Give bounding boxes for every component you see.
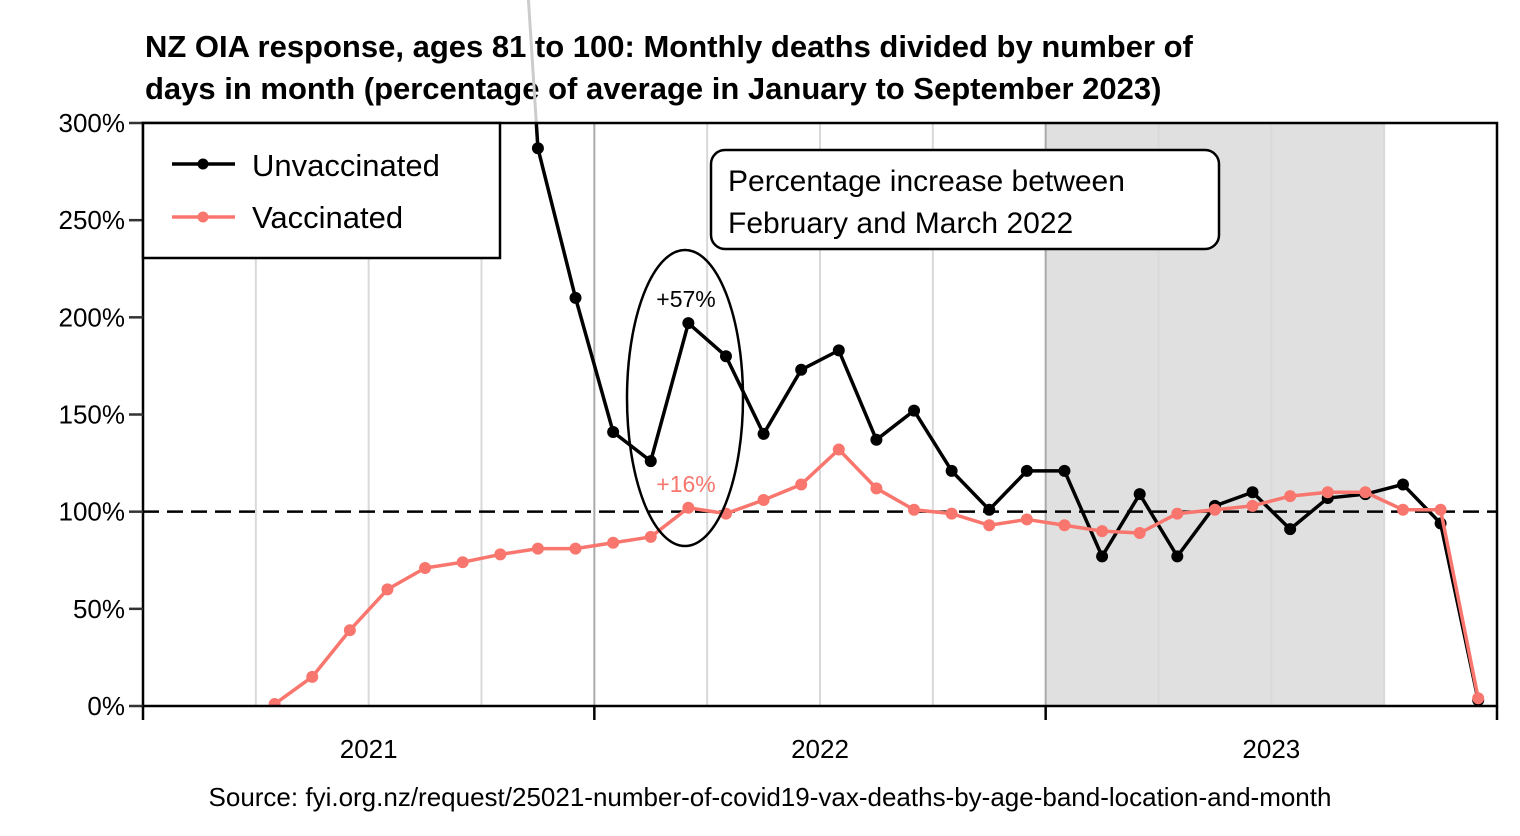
data-point-vaccinated-2023-03 (1133, 527, 1146, 540)
y-tick-label: 300% (59, 108, 126, 138)
data-point-vaccinated-2023-12 (1472, 692, 1485, 705)
data-point-unvaccinated-2022-03 (682, 317, 695, 330)
chart-title-line-1: NZ OIA response, ages 81 to 100: Monthly… (145, 29, 1194, 64)
data-point-vaccinated-2023-01 (1058, 519, 1071, 532)
legend-box (141, 121, 502, 260)
data-point-unvaccinated-2022-08 (870, 433, 883, 446)
data-point-vaccinated-2023-02 (1096, 525, 1109, 538)
annotation-note-box (709, 148, 1221, 251)
y-axis: 0% 50% 100% 150% 200% 250% 300% (59, 108, 143, 721)
x-tick-label: 2023 (1242, 734, 1300, 764)
data-point-vaccinated-2023-07 (1284, 490, 1297, 503)
data-point-unvaccinated-2023-03 (1133, 488, 1146, 501)
legend-item-unvaccinated: Unvaccinated (172, 148, 440, 183)
out-of-range-segment-layer (526, 0, 540, 149)
y-tick-label: 50% (73, 594, 125, 624)
chart-title-line-2: days in month (percentage of average in … (145, 71, 1161, 106)
annotation-note-line-1: Percentage increase between (728, 165, 1125, 198)
x-axis: 2021 2022 2023 (141, 706, 1499, 764)
data-point-unvaccinated-2023-04 (1171, 550, 1184, 563)
data-point-vaccinated-2023-11 (1434, 503, 1447, 516)
data-point-unvaccinated-2022-11 (983, 503, 996, 516)
x-tick-label: 2021 (340, 734, 398, 764)
data-point-vaccinated-2021-04 (268, 698, 281, 706)
vaccinated-change-label: +16% (656, 471, 715, 497)
data-point-unvaccinated-2023-07 (1284, 523, 1297, 536)
data-point-unvaccinated-2022-12 (1020, 464, 1033, 477)
y-tick-label: 150% (59, 400, 126, 430)
data-point-vaccinated-2021-08 (419, 562, 432, 575)
data-point-vaccinated-2023-10 (1396, 503, 1409, 516)
series-layer (268, 123, 1485, 706)
data-point-vaccinated-2023-04 (1171, 507, 1184, 520)
data-point-vaccinated-2021-10 (494, 548, 507, 561)
legend-item-vaccinated: Vaccinated (172, 200, 403, 235)
legend-marker-vaccinated (197, 211, 209, 223)
data-point-vaccinated-2022-08 (870, 482, 883, 495)
data-point-unvaccinated-2023-10 (1396, 478, 1409, 491)
data-point-unvaccinated-2023-06 (1246, 486, 1259, 499)
annotation-note-line-2: February and March 2022 (728, 207, 1073, 240)
data-point-vaccinated-2022-11 (983, 519, 996, 532)
data-point-unvaccinated-2022-06 (795, 363, 808, 376)
data-point-vaccinated-2022-07 (832, 443, 845, 456)
y-tick-label: 100% (59, 497, 126, 527)
annotation-note: Percentage increase between February and… (709, 148, 1221, 251)
data-point-unvaccinated-2021-11 (531, 142, 544, 155)
data-point-vaccinated-2021-05 (306, 670, 319, 683)
data-point-unvaccinated-2021-12 (569, 291, 582, 304)
data-point-unvaccinated-2022-01 (607, 425, 620, 438)
data-point-unvaccinated-2023-01 (1058, 464, 1071, 477)
legend-marker-unvaccinated (197, 158, 209, 170)
data-point-vaccinated-2022-09 (908, 503, 921, 516)
data-point-unvaccinated-2022-10 (945, 464, 958, 477)
legend: Unvaccinated Vaccinated (141, 121, 502, 260)
legend-label-unvaccinated: Unvaccinated (252, 148, 440, 183)
data-point-vaccinated-2022-03 (682, 501, 695, 514)
source-caption: Source: fyi.org.nz/request/25021-number-… (209, 782, 1332, 812)
unvaccinated-change-label: +57% (656, 286, 715, 312)
data-point-vaccinated-2023-06 (1246, 499, 1259, 512)
data-point-vaccinated-2022-06 (795, 478, 808, 491)
y-tick-label: 250% (59, 205, 126, 235)
data-point-vaccinated-2022-12 (1020, 513, 1033, 526)
y-tick-label: 0% (87, 691, 125, 721)
data-point-vaccinated-2021-12 (569, 542, 582, 555)
data-point-vaccinated-2022-02 (644, 530, 657, 543)
data-point-vaccinated-2022-10 (945, 507, 958, 520)
data-point-unvaccinated-2022-02 (644, 455, 657, 468)
series-overflow-unvaccinated (526, 0, 540, 149)
legend-label-vaccinated: Vaccinated (252, 200, 403, 235)
highlight-ellipse (625, 248, 745, 548)
data-point-unvaccinated-2022-09 (908, 404, 921, 417)
x-tick-label: 2022 (791, 734, 849, 764)
data-point-unvaccinated-2023-02 (1096, 550, 1109, 563)
data-point-vaccinated-2021-07 (381, 583, 394, 596)
data-point-vaccinated-2023-08 (1321, 486, 1334, 499)
data-point-vaccinated-2022-01 (607, 536, 620, 549)
y-tick-label: 200% (59, 302, 126, 332)
data-point-vaccinated-2021-06 (343, 624, 356, 637)
data-point-unvaccinated-2022-05 (757, 427, 770, 440)
data-point-unvaccinated-2022-04 (719, 350, 732, 363)
data-point-unvaccinated-2022-07 (832, 344, 845, 357)
data-point-vaccinated-2021-09 (456, 556, 469, 569)
data-point-vaccinated-2022-05 (757, 494, 770, 507)
data-point-vaccinated-2023-09 (1359, 486, 1372, 499)
data-point-vaccinated-2021-11 (531, 542, 544, 555)
data-point-vaccinated-2023-05 (1208, 503, 1221, 516)
